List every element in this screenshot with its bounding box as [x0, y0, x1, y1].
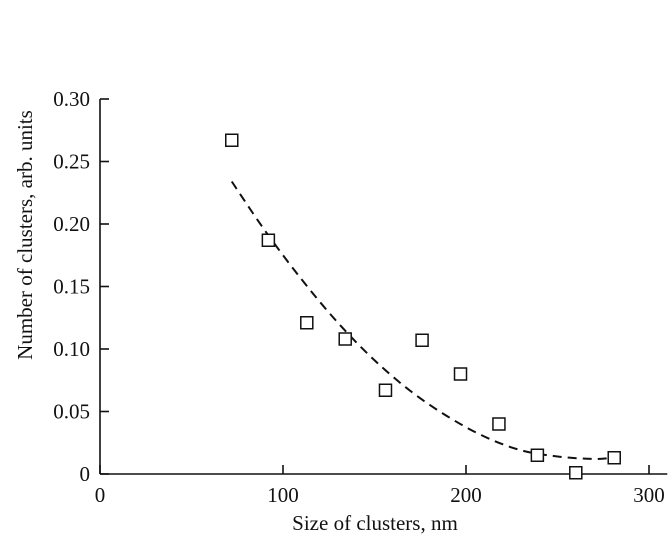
axes	[99, 99, 668, 475]
x-axis-title: Size of clusters, nm	[292, 511, 458, 535]
y-axis-title: Number of clusters, arb. units	[13, 110, 37, 360]
y-tick-label: 0.05	[53, 400, 90, 424]
x-tick-label: 100	[267, 483, 299, 507]
y-tick-label: 0.25	[53, 150, 90, 174]
fit-curve-line	[230, 180, 613, 461]
data-point-square	[261, 233, 276, 247]
x-tick-label: 300	[633, 483, 665, 507]
y-tick-label: 0.15	[53, 275, 90, 299]
data-point-square	[300, 316, 314, 330]
data-point-square	[415, 333, 429, 347]
data-points	[225, 133, 621, 480]
x-tick-label: 200	[450, 483, 482, 507]
data-point-square	[378, 383, 393, 397]
y-tick-label: 0.10	[53, 337, 90, 361]
data-point-square	[492, 417, 506, 431]
data-point-square	[530, 448, 545, 462]
data-point-square	[453, 367, 468, 381]
data-point-square	[338, 332, 352, 346]
data-point-square	[607, 451, 621, 465]
x-tick-label: 0	[95, 483, 106, 507]
y-tick-label: 0	[80, 462, 91, 486]
y-tick-label: 0.30	[53, 87, 90, 111]
data-point-square	[225, 133, 239, 147]
data-point-square	[569, 466, 583, 480]
fit-curve-layer	[230, 180, 613, 461]
y-tick-label: 0.20	[53, 212, 90, 236]
axis-ticks: 0 100 200 300 0 0.05 0.10 0.15 0.20 0.25 0.30	[53, 87, 665, 507]
